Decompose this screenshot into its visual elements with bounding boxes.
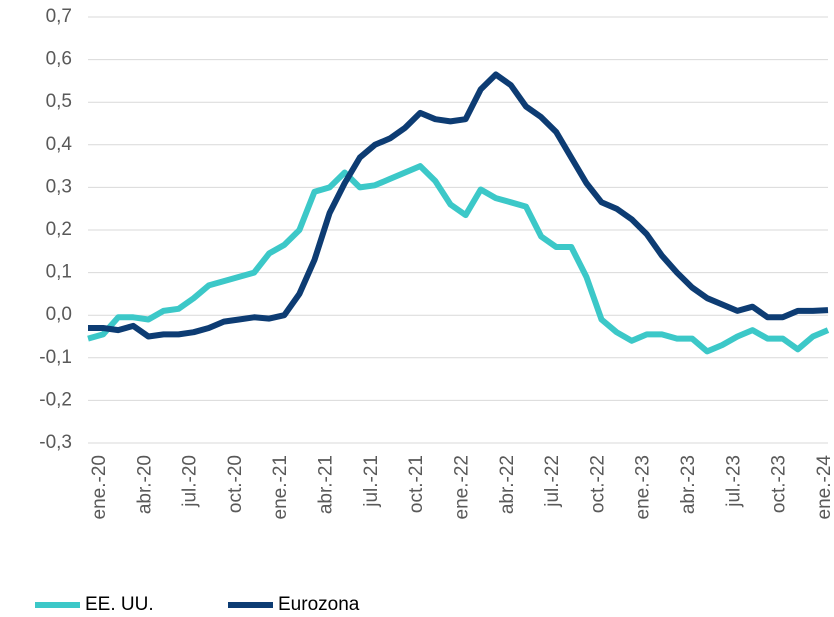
series-line <box>88 71 829 340</box>
x-tick-label: abr.-22 <box>497 455 518 514</box>
y-tick-label: 0,6 <box>46 49 72 70</box>
x-tick-label: jul.-22 <box>542 455 563 508</box>
x-tick-label: abr.-20 <box>134 455 155 514</box>
y-tick-label: 0,5 <box>46 91 72 112</box>
y-tick-label: 0,3 <box>46 176 72 197</box>
x-tick-label: abr.-21 <box>316 455 337 514</box>
x-tick-label: jul.-23 <box>723 455 744 508</box>
legend-label: Eurozona <box>278 594 360 615</box>
x-tick-label: abr.-23 <box>678 455 699 514</box>
y-tick-label: -0,3 <box>39 432 72 453</box>
y-tick-label: 0,4 <box>46 134 73 155</box>
y-tick-label: 0,7 <box>46 6 72 27</box>
x-tick-label: ene.-22 <box>451 455 472 519</box>
x-tick-label: oct.-20 <box>225 455 246 513</box>
y-tick-label: -0,1 <box>39 347 72 368</box>
x-tick-label: oct.-22 <box>587 455 608 513</box>
x-tick-label: oct.-23 <box>769 455 790 513</box>
series-line <box>87 163 830 355</box>
x-tick-label: jul.-21 <box>361 455 382 508</box>
x-tick-label: oct.-21 <box>406 455 427 513</box>
legend-label: EE. UU. <box>85 594 154 615</box>
y-tick-label: 0,2 <box>46 219 72 240</box>
x-tick-label: ene.-20 <box>89 455 110 519</box>
x-tick-label: jul.-20 <box>180 455 201 508</box>
y-tick-label: 0,1 <box>46 262 72 283</box>
x-tick-label: ene.-21 <box>270 455 291 519</box>
y-tick-label: -0,2 <box>39 389 72 410</box>
y-tick-label: 0,0 <box>46 304 72 325</box>
x-tick-label: ene.-23 <box>633 455 654 519</box>
x-tick-label: ene.-24 <box>814 455 834 520</box>
